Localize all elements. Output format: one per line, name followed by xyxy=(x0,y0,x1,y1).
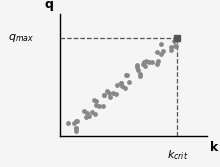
Point xyxy=(105,90,109,92)
X-axis label: k: k xyxy=(210,141,218,153)
Point xyxy=(145,60,148,62)
Point xyxy=(67,122,70,124)
Point xyxy=(74,130,78,132)
Point xyxy=(87,115,91,117)
Point xyxy=(136,69,139,72)
Point xyxy=(85,111,88,114)
Point xyxy=(169,46,172,48)
Point xyxy=(102,94,106,97)
Point xyxy=(72,122,76,125)
Point xyxy=(74,127,77,130)
Y-axis label: q: q xyxy=(44,0,53,11)
Point xyxy=(108,92,111,94)
Point xyxy=(125,74,128,77)
Point xyxy=(126,73,129,76)
Point xyxy=(97,104,101,107)
Point xyxy=(92,98,95,101)
Point xyxy=(94,113,97,116)
Point xyxy=(174,44,178,47)
Point xyxy=(75,127,78,130)
Point xyxy=(90,111,94,113)
Point xyxy=(123,87,126,89)
Point xyxy=(155,63,158,66)
Point xyxy=(74,120,78,122)
Point xyxy=(143,61,146,63)
Point xyxy=(83,110,86,113)
Point xyxy=(138,75,142,77)
Point xyxy=(173,45,177,47)
Point xyxy=(120,82,123,85)
Point xyxy=(94,104,98,106)
Point xyxy=(120,85,124,88)
Text: $k_{crit}$: $k_{crit}$ xyxy=(167,148,188,162)
Point xyxy=(136,64,139,67)
Point xyxy=(111,91,115,94)
Point xyxy=(160,43,163,46)
Text: $q_{max}$: $q_{max}$ xyxy=(8,32,35,44)
Point xyxy=(127,80,130,83)
Point xyxy=(75,120,79,122)
Point xyxy=(138,72,141,75)
Point xyxy=(114,93,117,95)
Point xyxy=(101,105,104,108)
Point xyxy=(119,82,122,85)
Point xyxy=(143,65,147,67)
Point xyxy=(94,99,97,102)
Point xyxy=(172,40,176,43)
Point xyxy=(108,96,112,99)
Point xyxy=(84,115,88,118)
Point xyxy=(136,66,139,69)
Point xyxy=(103,94,106,96)
Point xyxy=(156,60,160,62)
Point xyxy=(115,83,119,86)
Point xyxy=(147,60,150,63)
Point xyxy=(151,60,154,63)
Point xyxy=(155,51,159,54)
Point xyxy=(142,62,145,65)
Point xyxy=(169,49,172,52)
Point xyxy=(161,49,165,52)
Point xyxy=(159,53,162,56)
